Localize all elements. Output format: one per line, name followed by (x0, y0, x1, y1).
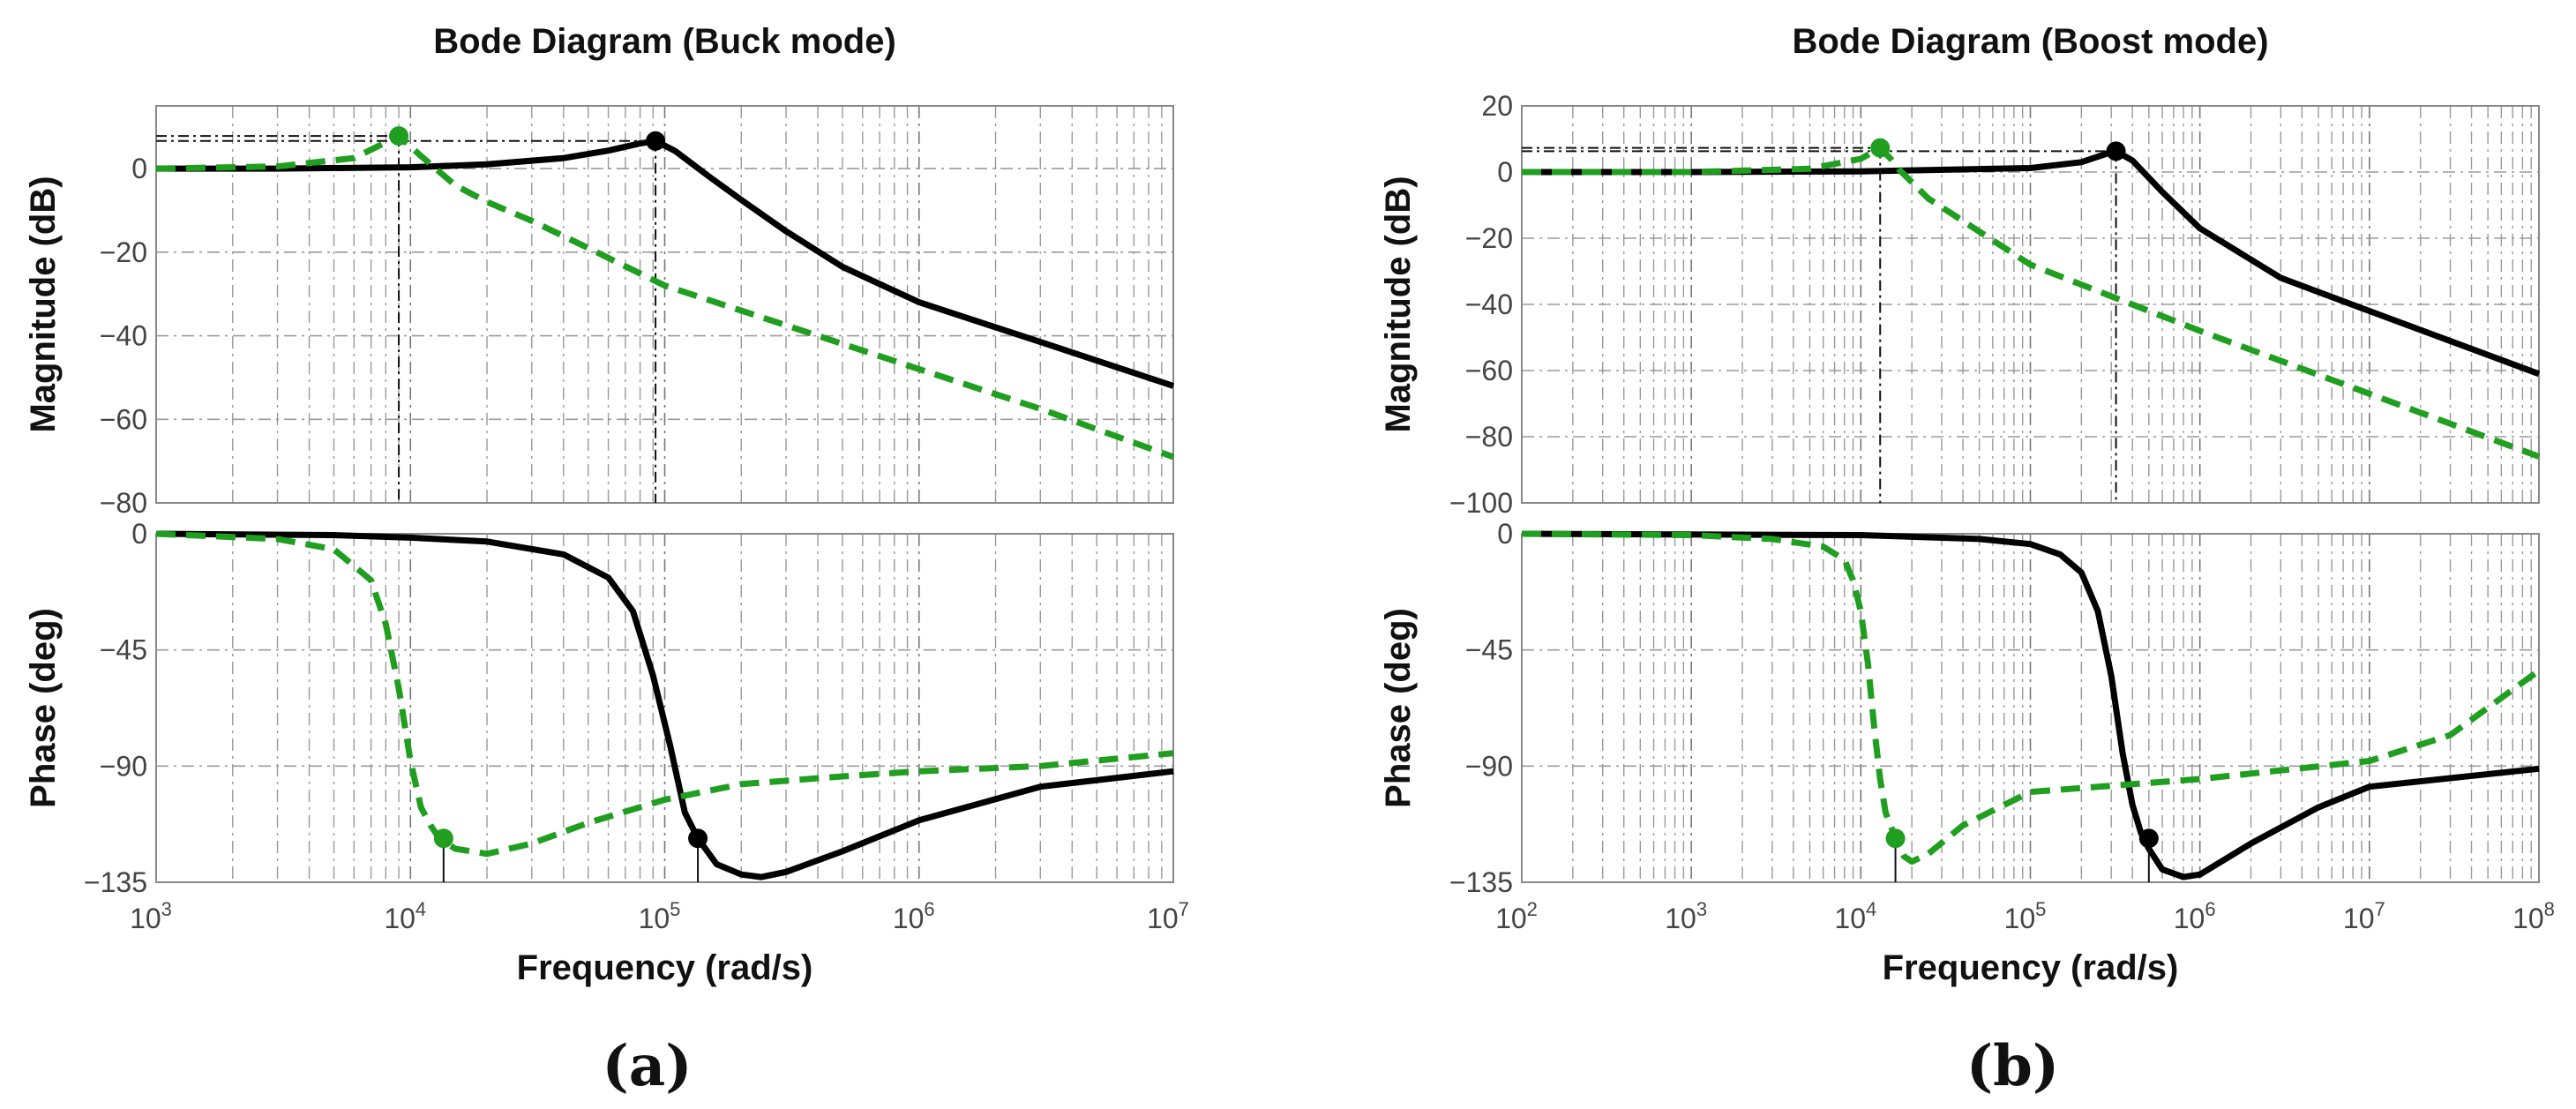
xtick-label: 107 (2343, 898, 2385, 934)
bode-panel-a: Bode Diagram (Buck mode) 0 −20 −40 −60 −80 Mag… (24, 22, 1189, 1099)
xtick-label: 104 (1834, 898, 1876, 934)
xtick-label: 103 (130, 898, 172, 934)
phase-ytick-label: −45 (1465, 634, 1513, 666)
magnitude-series-dashed-marker (389, 126, 409, 146)
subfigure-label: (b) (1966, 1033, 2059, 1099)
phase-ylabel: Phase (deg) (24, 608, 63, 808)
xtick-label: 103 (1665, 898, 1707, 934)
phase-ytick-label: 0 (131, 518, 147, 550)
phase-series-dashed-line (1521, 530, 2542, 865)
xtick-label: 106 (2174, 898, 2216, 934)
xtick-label: 104 (384, 898, 426, 934)
magnitude-series-solid-line (156, 138, 1175, 389)
magnitude-ytick-label: −80 (100, 487, 147, 519)
phase-series-solid-marker (2138, 828, 2159, 849)
magnitude-ytick-label: 0 (131, 153, 147, 184)
magnitude-ytick-label: −60 (100, 403, 147, 435)
magnitude-ytick-label: −40 (100, 320, 147, 352)
phase-series-solid-line (1521, 530, 2540, 880)
subfigure-label: (a) (602, 1033, 692, 1099)
phase-ytick-label: −45 (100, 634, 147, 666)
magnitude-ytick-label: 20 (1481, 90, 1513, 122)
magnitude-ylabel: Magnitude (dB) (1379, 176, 1418, 432)
phase-frame (155, 533, 1174, 883)
magnitude-ytick-label: −40 (1465, 288, 1513, 320)
phase-ytick-label: −90 (1465, 750, 1513, 782)
phase-series-solid-marker (688, 828, 708, 849)
magnitude-series-solid-marker (646, 131, 666, 151)
magnitude-ylabel: Magnitude (dB) (24, 176, 63, 432)
xlabel: Frequency (rad/s) (1883, 948, 2179, 987)
xtick-label: 105 (2004, 898, 2047, 934)
magnitude-axes: 20 0 −20 −40 −60 −80 −100 Magnitude (dB) (1379, 90, 2541, 519)
magnitude-ytick-label: −60 (1465, 355, 1513, 386)
phase-ytick-label: −135 (1449, 866, 1513, 898)
phase-axes: 0 −45 −90 −135 Phase (deg) (24, 518, 1174, 898)
chart-title: Bode Diagram (Buck mode) (433, 22, 896, 61)
xtick-label: 108 (2512, 898, 2555, 934)
magnitude-ytick-label: −80 (1465, 421, 1513, 453)
magnitude-series-dashed-line (1522, 145, 2541, 460)
magnitude-ytick-label: 0 (1497, 156, 1513, 188)
magnitude-ytick-label: −100 (1449, 487, 1513, 519)
phase-axes: 0 −45 −90 −135 Phase (deg) (1379, 518, 2542, 898)
magnitude-series-solid-marker (2106, 141, 2126, 161)
magnitude-ytick-label: −20 (100, 236, 147, 268)
magnitude-frame (155, 105, 1174, 504)
magnitude-frame (1521, 105, 2540, 504)
xtick-label: 107 (1147, 898, 1189, 934)
phase-ylabel: Phase (deg) (1379, 608, 1418, 808)
phase-series-dashed-marker (433, 828, 453, 849)
xlabel: Frequency (rad/s) (517, 948, 813, 987)
magnitude-series-dashed-marker (1870, 138, 1891, 158)
phase-ytick-label: 0 (1497, 518, 1513, 550)
xtick-label: 102 (1495, 898, 1538, 934)
phase-series-dashed-marker (1885, 828, 1906, 849)
phase-frame (1521, 533, 2540, 883)
bode-panel-b: Bode Diagram (Boost mode) 20 0 −20 −40 −60 −80… (1379, 22, 2555, 1099)
magnitude-axes: 0 −20 −40 −60 −80 Magnitude (dB) (24, 105, 1175, 519)
phase-ytick-label: −135 (84, 866, 147, 898)
phase-ytick-label: −90 (100, 750, 147, 782)
phase-series-solid-line (155, 530, 1174, 880)
magnitude-ytick-label: −20 (1465, 222, 1513, 254)
xtick-label: 106 (893, 898, 935, 934)
chart-title: Bode Diagram (Boost mode) (1792, 22, 2268, 61)
xtick-label: 105 (639, 898, 681, 934)
